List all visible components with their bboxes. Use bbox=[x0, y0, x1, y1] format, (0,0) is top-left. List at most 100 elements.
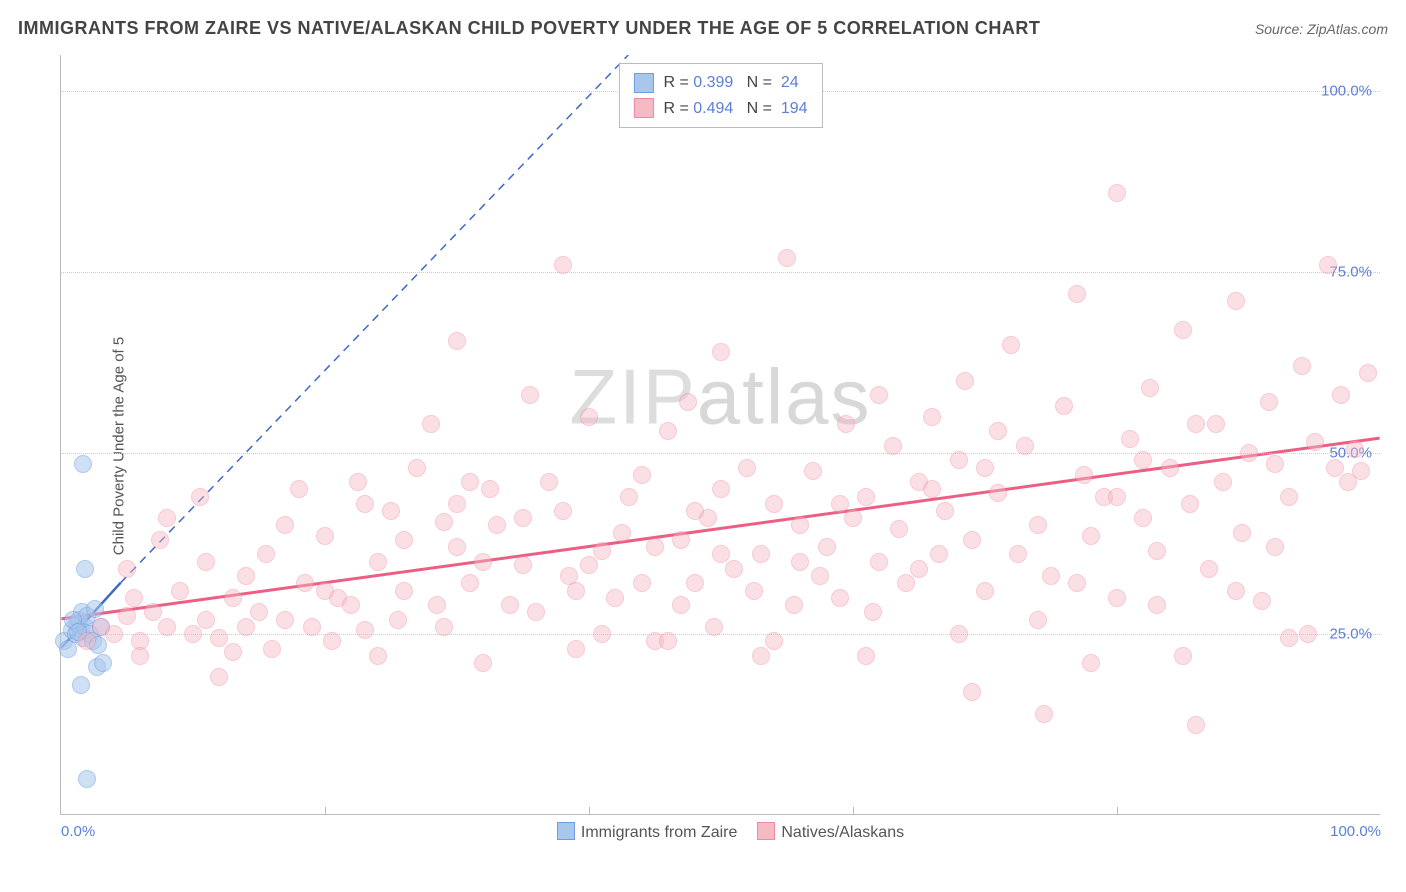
watermark: ZIPatlas bbox=[569, 351, 871, 442]
data-point bbox=[554, 502, 572, 520]
data-point bbox=[1134, 509, 1152, 527]
data-point bbox=[276, 516, 294, 534]
legend-stats: R = 0.494 N = 194 bbox=[663, 96, 807, 122]
data-point bbox=[276, 611, 294, 629]
data-point bbox=[250, 603, 268, 621]
data-point bbox=[1042, 567, 1060, 585]
data-point bbox=[540, 473, 558, 491]
data-point bbox=[811, 567, 829, 585]
data-point bbox=[1029, 516, 1047, 534]
data-point bbox=[752, 545, 770, 563]
data-point bbox=[1306, 433, 1324, 451]
data-point bbox=[950, 625, 968, 643]
data-point bbox=[1227, 292, 1245, 310]
data-point bbox=[1280, 488, 1298, 506]
data-point bbox=[705, 618, 723, 636]
data-point bbox=[224, 643, 242, 661]
gridline-v bbox=[1117, 807, 1118, 815]
data-point bbox=[956, 372, 974, 390]
data-point bbox=[1055, 397, 1073, 415]
data-point bbox=[151, 531, 169, 549]
data-point bbox=[105, 625, 123, 643]
data-point bbox=[527, 603, 545, 621]
data-point bbox=[349, 473, 367, 491]
data-point bbox=[1181, 495, 1199, 513]
data-point bbox=[171, 582, 189, 600]
data-point bbox=[1161, 459, 1179, 477]
data-point bbox=[1148, 596, 1166, 614]
data-point bbox=[1068, 285, 1086, 303]
data-point bbox=[474, 654, 492, 672]
data-point bbox=[191, 488, 209, 506]
data-point bbox=[448, 538, 466, 556]
data-point bbox=[210, 629, 228, 647]
data-point bbox=[263, 640, 281, 658]
data-point bbox=[76, 560, 94, 578]
data-point bbox=[679, 393, 697, 411]
data-point bbox=[870, 386, 888, 404]
data-point bbox=[1187, 415, 1205, 433]
data-point bbox=[1346, 440, 1364, 458]
data-point bbox=[1253, 592, 1271, 610]
data-point bbox=[1121, 430, 1139, 448]
data-point bbox=[395, 531, 413, 549]
data-point bbox=[78, 632, 96, 650]
data-point bbox=[1200, 560, 1218, 578]
data-point bbox=[785, 596, 803, 614]
data-point bbox=[765, 495, 783, 513]
data-point bbox=[356, 621, 374, 639]
data-point bbox=[1214, 473, 1232, 491]
data-point bbox=[290, 480, 308, 498]
data-point bbox=[613, 524, 631, 542]
data-point bbox=[1108, 589, 1126, 607]
data-point bbox=[593, 625, 611, 643]
data-point bbox=[448, 332, 466, 350]
data-point bbox=[395, 582, 413, 600]
gridline-v bbox=[325, 807, 326, 815]
data-point bbox=[422, 415, 440, 433]
data-point bbox=[1299, 625, 1317, 643]
data-point bbox=[864, 603, 882, 621]
data-point bbox=[474, 553, 492, 571]
data-point bbox=[448, 495, 466, 513]
data-point bbox=[725, 560, 743, 578]
data-point bbox=[844, 509, 862, 527]
data-point bbox=[356, 495, 374, 513]
data-point bbox=[1148, 542, 1166, 560]
data-point bbox=[257, 545, 275, 563]
source-label: Source: ZipAtlas.com bbox=[1255, 21, 1388, 37]
data-point bbox=[369, 553, 387, 571]
data-point bbox=[237, 567, 255, 585]
data-point bbox=[950, 451, 968, 469]
data-point bbox=[1352, 462, 1370, 480]
data-point bbox=[1240, 444, 1258, 462]
data-point bbox=[989, 422, 1007, 440]
data-point bbox=[1016, 437, 1034, 455]
data-point bbox=[488, 516, 506, 534]
data-point bbox=[158, 618, 176, 636]
data-point bbox=[567, 640, 585, 658]
watermark-part-a: ZIP bbox=[569, 352, 696, 440]
data-point bbox=[1187, 716, 1205, 734]
data-point bbox=[890, 520, 908, 538]
data-point bbox=[837, 415, 855, 433]
data-point bbox=[342, 596, 360, 614]
data-point bbox=[1075, 466, 1093, 484]
data-point bbox=[144, 603, 162, 621]
legend-row: R = 0.399 N = 24 bbox=[633, 70, 807, 96]
data-point bbox=[521, 386, 539, 404]
data-point bbox=[197, 553, 215, 571]
data-point bbox=[389, 611, 407, 629]
data-point bbox=[686, 502, 704, 520]
data-point bbox=[296, 574, 314, 592]
data-point bbox=[633, 574, 651, 592]
data-point bbox=[831, 589, 849, 607]
data-point bbox=[1266, 455, 1284, 473]
data-point bbox=[1108, 488, 1126, 506]
data-point bbox=[884, 437, 902, 455]
data-point bbox=[369, 647, 387, 665]
data-point bbox=[580, 556, 598, 574]
data-point bbox=[765, 632, 783, 650]
y-tick-label: 25.0% bbox=[1329, 626, 1372, 643]
data-point bbox=[74, 455, 92, 473]
